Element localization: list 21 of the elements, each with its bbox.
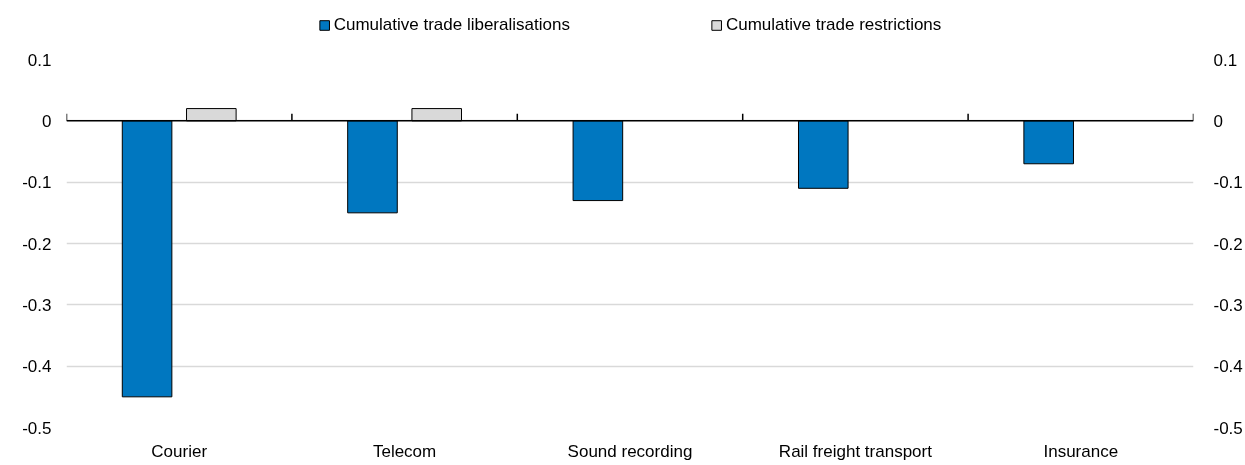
legend-label: Cumulative trade restrictions — [725, 15, 942, 35]
y-tick-label: -0.5 — [22, 418, 52, 438]
y-tick-label: -0.4 — [22, 357, 52, 377]
x-tick-label: Courier — [151, 441, 208, 461]
y-tick-label: -0.1 — [22, 173, 52, 193]
y2-tick-label: 0 — [1213, 111, 1223, 131]
y2-tick-label: -0.5 — [1213, 418, 1243, 438]
y2-tick-label: -0.1 — [1213, 173, 1243, 193]
y2-tick-label: 0.1 — [1213, 50, 1238, 70]
x-tick-label: Sound recording — [567, 441, 693, 461]
y-tick-label: 0.1 — [27, 50, 52, 70]
x-tick-label: Insurance — [1043, 441, 1119, 461]
x-tick-label: Rail freight transport — [778, 441, 933, 461]
y-tick-label: -0.3 — [22, 295, 52, 315]
y-tick-label: -0.2 — [22, 234, 52, 254]
x-tick-label: Telecom — [372, 441, 437, 461]
legend-label: Cumulative trade liberalisations — [333, 15, 570, 35]
y-tick-label: 0 — [42, 111, 52, 131]
y2-tick-label: -0.4 — [1213, 357, 1243, 377]
y2-tick-label: -0.2 — [1213, 234, 1243, 254]
y2-tick-label: -0.3 — [1213, 295, 1243, 315]
